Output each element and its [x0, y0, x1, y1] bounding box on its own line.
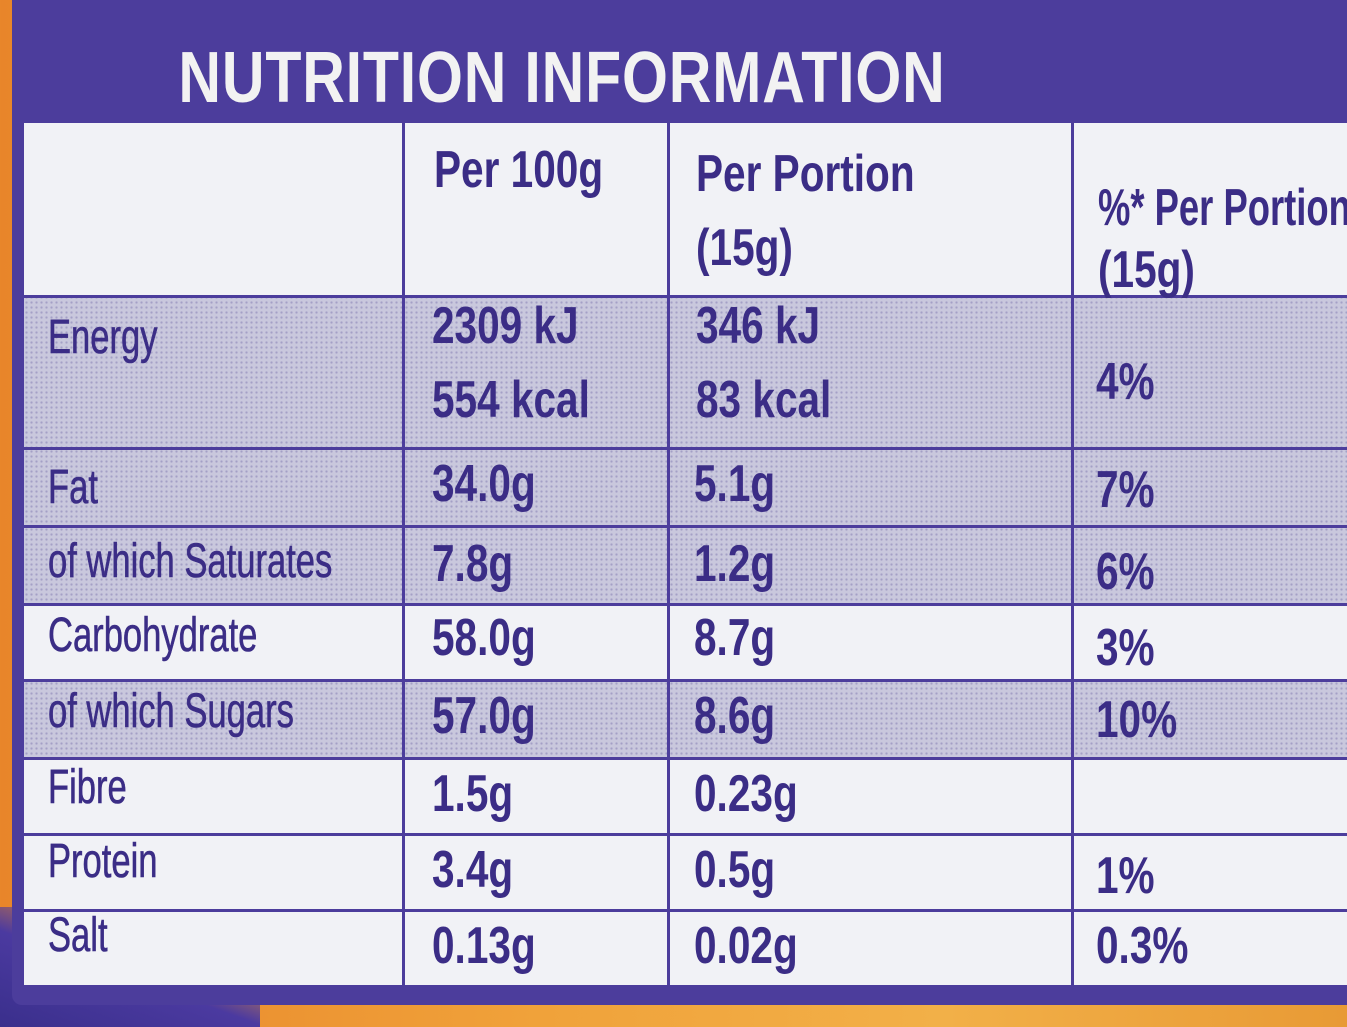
header-per-portion-size: (15g) — [696, 219, 793, 277]
nutrition-label: NUTRITION INFORMATION Per 100g Per Porti… — [12, 0, 1347, 1005]
nutrient-name-fibre: Fibre — [48, 761, 127, 815]
sugars-percent: 10% — [1096, 691, 1178, 749]
row-divider — [24, 603, 1347, 606]
salt-per-portion: 0.02g — [694, 917, 798, 975]
saturates-percent: 6% — [1096, 543, 1155, 601]
nutrient-name-protein: Protein — [48, 835, 158, 889]
fat-per-portion: 5.1g — [694, 455, 776, 513]
table-grid: Per 100g Per Portion (15g) %* Per Portio… — [24, 123, 1347, 985]
nutrient-name-saturates: of which Saturates — [48, 535, 333, 589]
fat-per-100g: 34.0g — [432, 455, 536, 513]
nutrient-name-energy: Energy — [48, 311, 158, 365]
nutrient-name-salt: Salt — [48, 909, 108, 963]
row-shade-saturates — [24, 527, 1347, 603]
label-title: NUTRITION INFORMATION — [178, 38, 946, 118]
nutrient-name-sugars: of which Sugars — [48, 685, 294, 739]
fibre-per-100g: 1.5g — [432, 765, 514, 823]
fat-percent: 7% — [1096, 461, 1155, 519]
column-divider — [402, 123, 405, 985]
nutrient-name-fat: Fat — [48, 461, 98, 515]
protein-per-portion: 0.5g — [694, 841, 776, 899]
header-per-100g: Per 100g — [434, 141, 604, 199]
saturates-per-100g: 7.8g — [432, 535, 514, 593]
row-divider — [24, 833, 1347, 836]
row-shade-sugars — [24, 681, 1347, 757]
row-divider — [24, 909, 1347, 912]
energy-kcal-per-100g: 554 kcal — [432, 371, 590, 429]
header-percent-per-portion: %* Per Portion — [1098, 179, 1347, 237]
row-divider — [24, 525, 1347, 528]
energy-kj-per-100g: 2309 kJ — [432, 297, 579, 355]
salt-percent: 0.3% — [1096, 917, 1189, 975]
energy-percent: 4% — [1096, 353, 1155, 411]
row-shade-fat — [24, 449, 1347, 525]
sugars-per-100g: 57.0g — [432, 687, 536, 745]
saturates-per-portion: 1.2g — [694, 535, 776, 593]
carbohydrate-percent: 3% — [1096, 619, 1155, 677]
sugars-per-portion: 8.6g — [694, 687, 776, 745]
row-divider — [24, 295, 1347, 298]
header-per-portion: Per Portion — [696, 145, 915, 203]
nutrition-table: Per 100g Per Portion (15g) %* Per Portio… — [24, 123, 1347, 985]
row-divider — [24, 679, 1347, 682]
row-shade-energy — [24, 295, 1347, 447]
salt-per-100g: 0.13g — [432, 917, 536, 975]
row-divider — [24, 447, 1347, 450]
fibre-per-portion: 0.23g — [694, 765, 798, 823]
carbohydrate-per-portion: 8.7g — [694, 609, 776, 667]
nutrient-name-carbohydrate: Carbohydrate — [48, 609, 258, 663]
energy-kcal-per-portion: 83 kcal — [696, 371, 832, 429]
protein-percent: 1% — [1096, 847, 1155, 905]
row-divider — [24, 757, 1347, 760]
energy-kj-per-portion: 346 kJ — [696, 297, 821, 355]
carbohydrate-per-100g: 58.0g — [432, 609, 536, 667]
header-percent-portion-size: (15g) — [1098, 241, 1195, 299]
column-divider — [1071, 123, 1074, 985]
column-divider — [667, 123, 670, 985]
protein-per-100g: 3.4g — [432, 841, 514, 899]
